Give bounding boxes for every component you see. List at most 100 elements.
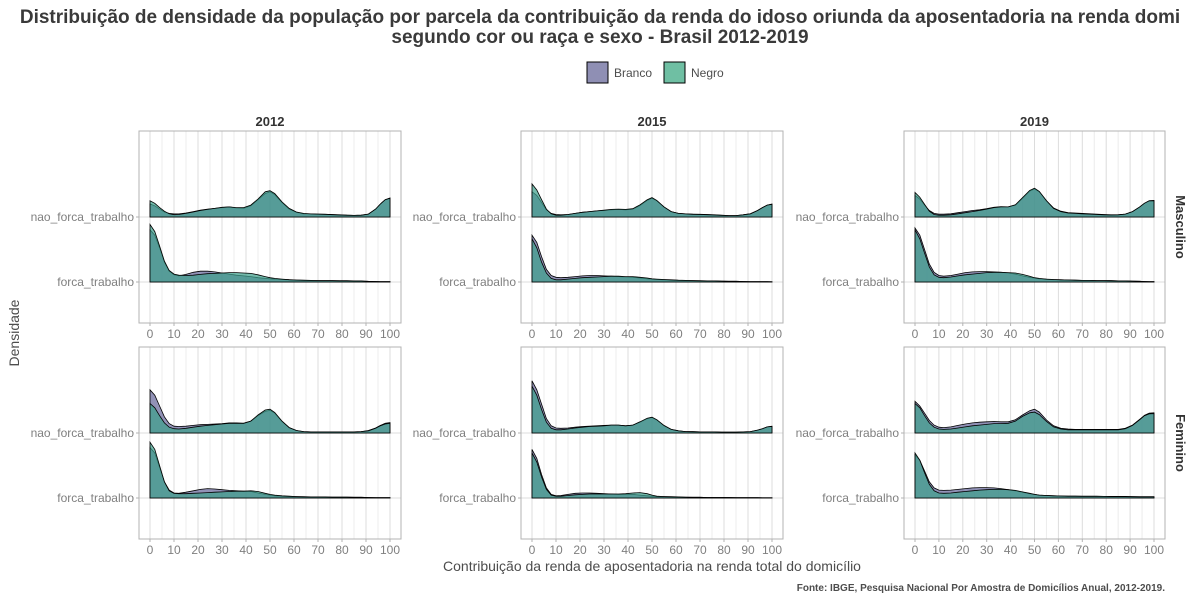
x-tick-label: 100 <box>1144 543 1164 557</box>
x-tick-label: 10 <box>167 327 181 341</box>
facet-label-masculino: Masculino <box>1173 195 1188 259</box>
x-tick-label: 50 <box>645 543 659 557</box>
panel-2019-masculino: nao_forca_trabalho forca_trabalho 0 10 20 30 4… <box>796 114 1188 341</box>
density-negro-forca_trabalho <box>149 223 391 283</box>
x-tick-label: 70 <box>311 543 325 557</box>
density-areas <box>531 380 773 499</box>
density-negro-nao_forca_trabalho <box>149 402 391 434</box>
x-tick-label: 80 <box>335 327 349 341</box>
x-tick-label: 80 <box>1100 327 1114 341</box>
x-tick-label: 60 <box>669 543 683 557</box>
density-negro-nao_forca_trabalho <box>531 386 773 434</box>
source-caption: Fonte: IBGE, Pesquisa Nacional Por Amost… <box>797 583 1165 594</box>
x-tick-label: 10 <box>932 543 946 557</box>
y-tick-label: forca_trabalho <box>822 275 899 289</box>
x-tick-label: 0 <box>529 543 536 557</box>
x-axis-title: Contribuição da renda de aposentadoria n… <box>443 558 861 574</box>
x-tick-label: 50 <box>1028 327 1042 341</box>
x-tick-label: 100 <box>762 543 782 557</box>
x-tick-label: 90 <box>741 543 755 557</box>
x-tick-label: 70 <box>1076 543 1090 557</box>
x-tick-label: 30 <box>215 327 229 341</box>
x-tick-label: 40 <box>621 327 635 341</box>
x-tick-label: 60 <box>1052 327 1066 341</box>
x-tick-label: 60 <box>669 327 683 341</box>
x-tick-label: 90 <box>359 543 373 557</box>
density-negro-nao_forca_trabalho <box>149 190 391 218</box>
facet-label-2015: 2015 <box>638 114 667 129</box>
x-tick-label: 70 <box>1076 327 1090 341</box>
density-areas <box>531 182 773 283</box>
x-tick-label: 50 <box>645 327 659 341</box>
y-axis-title: Densidade <box>6 299 22 366</box>
density-areas <box>149 190 391 283</box>
legend-key-negro <box>663 61 686 84</box>
y-tick-label: forca_trabalho <box>439 491 516 505</box>
panel-2012-masculino: nao_forca_trabalho forca_trabalho 0 10 20 30 4… <box>31 114 402 341</box>
facet-label-2019: 2019 <box>1020 114 1049 129</box>
chart-title-line-2: segundo cor ou raça e sexo - Brasil 2012… <box>391 27 808 48</box>
x-tick-label: 70 <box>693 327 707 341</box>
x-tick-label: 90 <box>1123 327 1137 341</box>
x-tick-label: 80 <box>335 543 349 557</box>
legend-key-branco <box>586 61 609 84</box>
x-tick-label: 30 <box>980 543 994 557</box>
panel-2015-feminino: nao_forca_trabalho forca_trabalho 0 10 20 30 4… <box>413 346 784 557</box>
facet-label-feminino: Feminino <box>1173 414 1188 472</box>
legend-label-negro: Negro <box>691 66 724 80</box>
x-tick-label: 20 <box>956 543 970 557</box>
x-tick-label: 40 <box>239 327 253 341</box>
x-tick-label: 0 <box>147 327 154 341</box>
x-tick-label: 100 <box>380 327 400 341</box>
legend-label-branco: Branco <box>614 66 652 80</box>
y-tick-label: forca_trabalho <box>439 275 516 289</box>
x-tick-label: 70 <box>311 327 325 341</box>
facet-panels: nao_forca_trabalho forca_trabalho 0 10 20 30 4… <box>31 114 1188 557</box>
x-tick-label: 50 <box>263 543 277 557</box>
x-tick-label: 80 <box>1100 543 1114 557</box>
x-tick-label: 10 <box>549 543 563 557</box>
x-tick-label: 50 <box>263 327 277 341</box>
density-areas <box>149 388 391 499</box>
x-tick-label: 10 <box>167 543 181 557</box>
facet-label-2012: 2012 <box>256 114 285 129</box>
x-tick-label: 90 <box>359 327 373 341</box>
density-negro-forca_trabalho <box>531 452 773 499</box>
density-negro-nao_forca_trabalho <box>914 187 1155 218</box>
x-tick-label: 50 <box>1028 543 1042 557</box>
y-tick-label: nao_forca_trabalho <box>796 426 900 440</box>
x-tick-label: 0 <box>912 543 919 557</box>
y-tick-label: nao_forca_trabalho <box>796 210 900 224</box>
x-tick-label: 30 <box>597 543 611 557</box>
y-tick-label: forca_trabalho <box>822 491 899 505</box>
x-tick-label: 10 <box>932 327 946 341</box>
density-negro-forca_trabalho <box>914 229 1155 283</box>
x-tick-label: 80 <box>717 543 731 557</box>
density-areas <box>914 187 1155 283</box>
density-negro-nao_forca_trabalho <box>914 402 1155 434</box>
x-tick-label: 40 <box>1004 327 1018 341</box>
x-tick-label: 90 <box>741 327 755 341</box>
x-tick-label: 10 <box>549 327 563 341</box>
density-negro-forca_trabalho <box>531 238 773 283</box>
y-tick-label: nao_forca_trabalho <box>413 426 517 440</box>
density-negro-forca_trabalho <box>149 440 391 499</box>
x-tick-label: 80 <box>717 327 731 341</box>
x-tick-label: 20 <box>956 327 970 341</box>
y-tick-label: nao_forca_trabalho <box>31 210 135 224</box>
x-tick-label: 0 <box>147 543 154 557</box>
y-tick-label: forca_trabalho <box>57 491 134 505</box>
x-tick-label: 100 <box>380 543 400 557</box>
x-tick-label: 40 <box>621 543 635 557</box>
x-tick-label: 100 <box>762 327 782 341</box>
panel-2019-feminino: nao_forca_trabalho forca_trabalho 0 10 20 30 4… <box>796 346 1188 557</box>
y-tick-label: forca_trabalho <box>57 275 134 289</box>
x-tick-label: 20 <box>573 327 587 341</box>
x-tick-label: 30 <box>980 327 994 341</box>
x-tick-label: 60 <box>287 327 301 341</box>
x-tick-label: 20 <box>573 543 587 557</box>
x-tick-label: 0 <box>912 327 919 341</box>
density-negro-nao_forca_trabalho <box>531 182 773 218</box>
x-tick-label: 20 <box>191 543 205 557</box>
